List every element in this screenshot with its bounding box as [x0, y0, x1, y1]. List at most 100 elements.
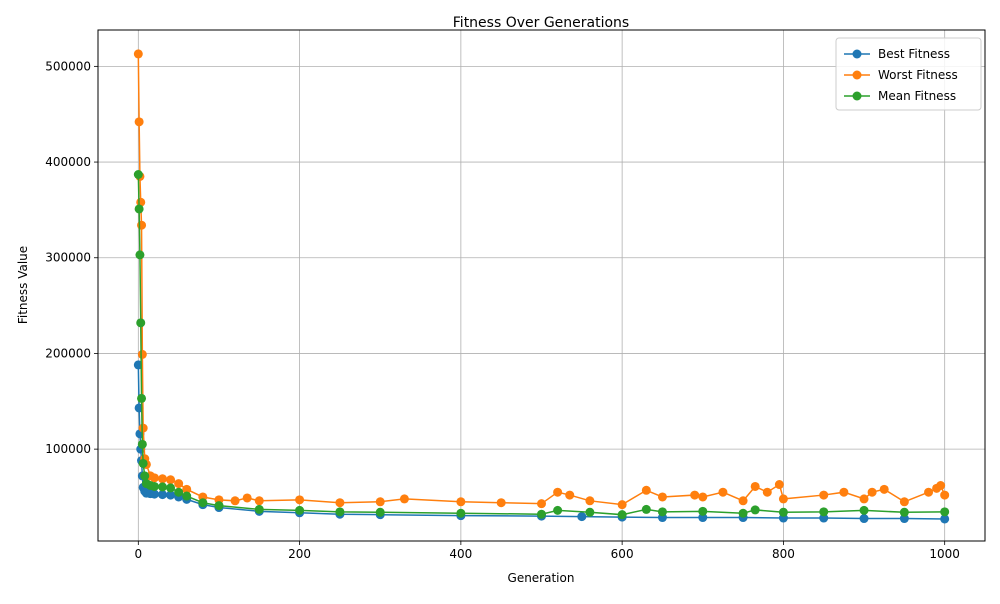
data-point: [182, 491, 192, 501]
series-line: [137, 174, 945, 516]
series-line: [137, 53, 946, 506]
data-point: [698, 492, 708, 502]
data-point: [750, 481, 760, 491]
data-point: [879, 484, 889, 494]
y-tick-label: 500000: [45, 59, 91, 73]
data-point: [158, 490, 168, 500]
data-point: [899, 497, 909, 507]
data-point: [166, 483, 176, 493]
data-point: [375, 507, 385, 517]
y-tick-label: 200000: [45, 346, 91, 360]
legend-label: Best Fitness: [878, 47, 950, 61]
data-point: [867, 487, 877, 497]
y-tick-label: 100000: [45, 442, 91, 456]
data-point: [135, 250, 145, 260]
x-axis: 0 200 400 600 800 1000: [134, 541, 960, 561]
data-point: [254, 496, 264, 506]
data-point: [335, 498, 345, 508]
data-point: [137, 439, 147, 449]
data-point: [133, 169, 143, 179]
data-point: [335, 507, 345, 517]
data-point: [158, 474, 168, 484]
data-point: [859, 494, 869, 504]
y-tick-label: 400000: [45, 155, 91, 169]
data-point: [137, 393, 147, 403]
data-point: [537, 499, 546, 509]
data-point: [198, 498, 208, 508]
data-point: [859, 514, 869, 524]
data-point: [149, 489, 159, 499]
data-point: [230, 496, 240, 506]
data-point: [295, 495, 305, 505]
data-point: [585, 507, 595, 517]
data-point: [254, 504, 264, 514]
legend-label: Worst Fitness: [878, 68, 958, 82]
data-point: [182, 484, 192, 494]
data-point: [553, 505, 563, 515]
data-point: [657, 492, 667, 502]
x-tick-label: 600: [611, 547, 634, 561]
x-axis-label: Generation: [508, 571, 575, 585]
data-point: [138, 458, 148, 468]
legend-box: [835, 37, 982, 111]
data-point: [641, 504, 651, 514]
data-point: [762, 487, 772, 497]
data-point: [166, 475, 176, 485]
data-point: [718, 487, 728, 497]
data-point: [456, 497, 466, 507]
data-point: [134, 117, 144, 127]
data-point: [242, 493, 252, 503]
data-point: [657, 507, 667, 517]
grid: [98, 30, 985, 541]
x-tick-label: 1000: [929, 547, 960, 561]
x-tick-label: 200: [288, 547, 311, 561]
data-point: [936, 480, 946, 490]
data-point: [399, 494, 409, 504]
data-point: [137, 349, 147, 359]
data-point: [149, 481, 159, 491]
data-point: [819, 513, 829, 523]
x-tick-label: 800: [772, 547, 795, 561]
plot-frame: [97, 29, 986, 542]
y-tick-label: 300000: [45, 251, 91, 265]
data-point: [940, 514, 950, 524]
data-point: [940, 490, 950, 500]
data-point: [134, 204, 144, 214]
data-point: [819, 490, 829, 500]
y-axis-label: Fitness Value: [16, 246, 30, 324]
data-point: [133, 49, 143, 59]
data-point: [565, 490, 575, 500]
data-point: [924, 487, 934, 497]
legend: Best Fitness Worst Fitness Mean Fitness: [835, 37, 982, 111]
x-tick-label: 0: [134, 547, 142, 561]
data-point: [158, 482, 168, 492]
series-worst-fitness: [133, 49, 950, 510]
data-point: [149, 473, 159, 483]
data-point: [456, 508, 466, 518]
data-point: [138, 423, 148, 433]
legend-marker: [852, 70, 862, 80]
data-point: [778, 507, 788, 517]
data-point: [819, 507, 829, 517]
chart-title: Fitness Over Generations: [453, 15, 629, 31]
data-point: [698, 506, 708, 516]
data-point: [174, 487, 184, 497]
data-point: [617, 500, 627, 510]
x-tick-label: 400: [449, 547, 472, 561]
legend-marker: [852, 91, 862, 101]
legend-marker: [852, 49, 862, 59]
data-point: [641, 485, 651, 495]
data-point: [839, 487, 849, 497]
data-point: [174, 479, 184, 489]
data-point: [899, 514, 909, 524]
data-point: [778, 494, 788, 504]
data-point: [577, 512, 587, 522]
data-point: [136, 318, 146, 328]
legend-label: Mean Fitness: [878, 89, 956, 103]
data-point: [940, 507, 950, 517]
data-point: [738, 496, 748, 506]
data-point: [899, 507, 909, 517]
data-point: [774, 480, 784, 490]
